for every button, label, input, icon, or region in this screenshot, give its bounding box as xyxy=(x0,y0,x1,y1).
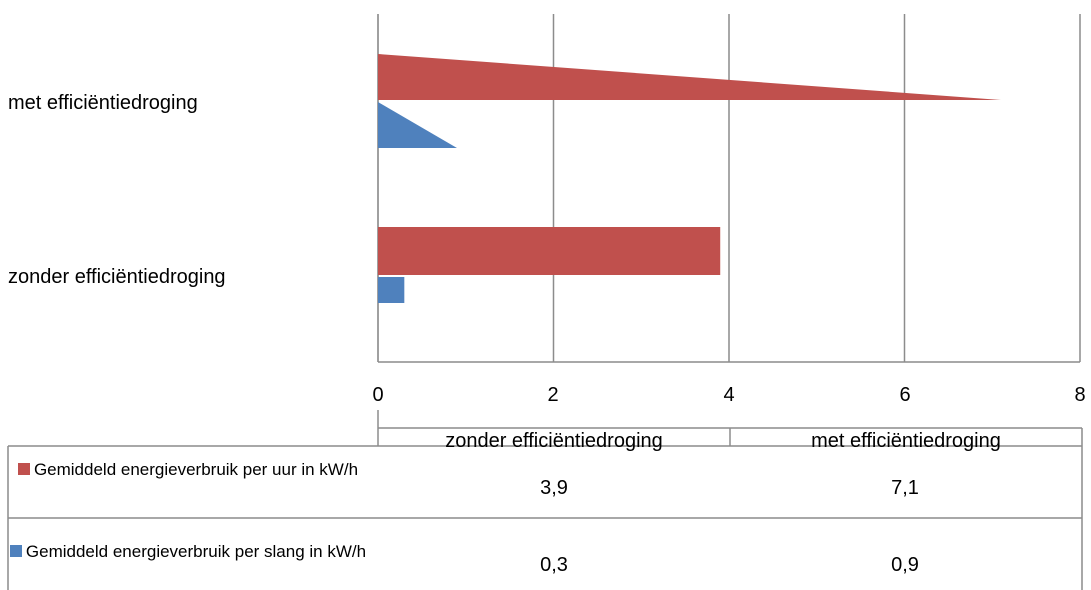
bar-blue-1 xyxy=(378,277,405,303)
table-value-s0-c1: 7,1 xyxy=(891,477,919,499)
x-tick-label-1: 2 xyxy=(547,384,559,406)
table-header-0: zonder efficiëntiedroging xyxy=(445,430,663,452)
legend-label-1: Gemiddeld energieverbruik per slang in k… xyxy=(25,542,367,561)
category-label-0: met efficiëntiedroging xyxy=(8,92,198,114)
bar-red-0 xyxy=(378,54,1002,100)
table-header-1: met efficiëntiedroging xyxy=(811,430,1001,452)
table-value-s0-c0: 3,9 xyxy=(540,477,568,499)
bar-red-1 xyxy=(378,227,721,275)
table-value-s1-c1: 0,9 xyxy=(891,554,919,576)
legend-label-0: Gemiddeld energieverbruik per uur in kW/… xyxy=(33,460,359,479)
table-value-s1-c0: 0,3 xyxy=(540,554,568,576)
bar-blue-0 xyxy=(378,102,457,148)
legend-entry-0: Gemiddeld energieverbruik per uur in kW/… xyxy=(8,460,368,480)
legend-entry-1: Gemiddeld energieverbruik per slang in k… xyxy=(8,542,368,562)
legend-swatch-red xyxy=(17,463,30,475)
category-label-1: zonder efficiëntiedroging xyxy=(8,266,226,288)
x-tick-label-2: 4 xyxy=(723,384,735,406)
x-tick-label-0: 0 xyxy=(372,384,384,406)
x-tick-label-3: 6 xyxy=(899,384,911,406)
legend-swatch-blue xyxy=(9,545,22,557)
x-tick-label-4: 8 xyxy=(1074,384,1086,406)
